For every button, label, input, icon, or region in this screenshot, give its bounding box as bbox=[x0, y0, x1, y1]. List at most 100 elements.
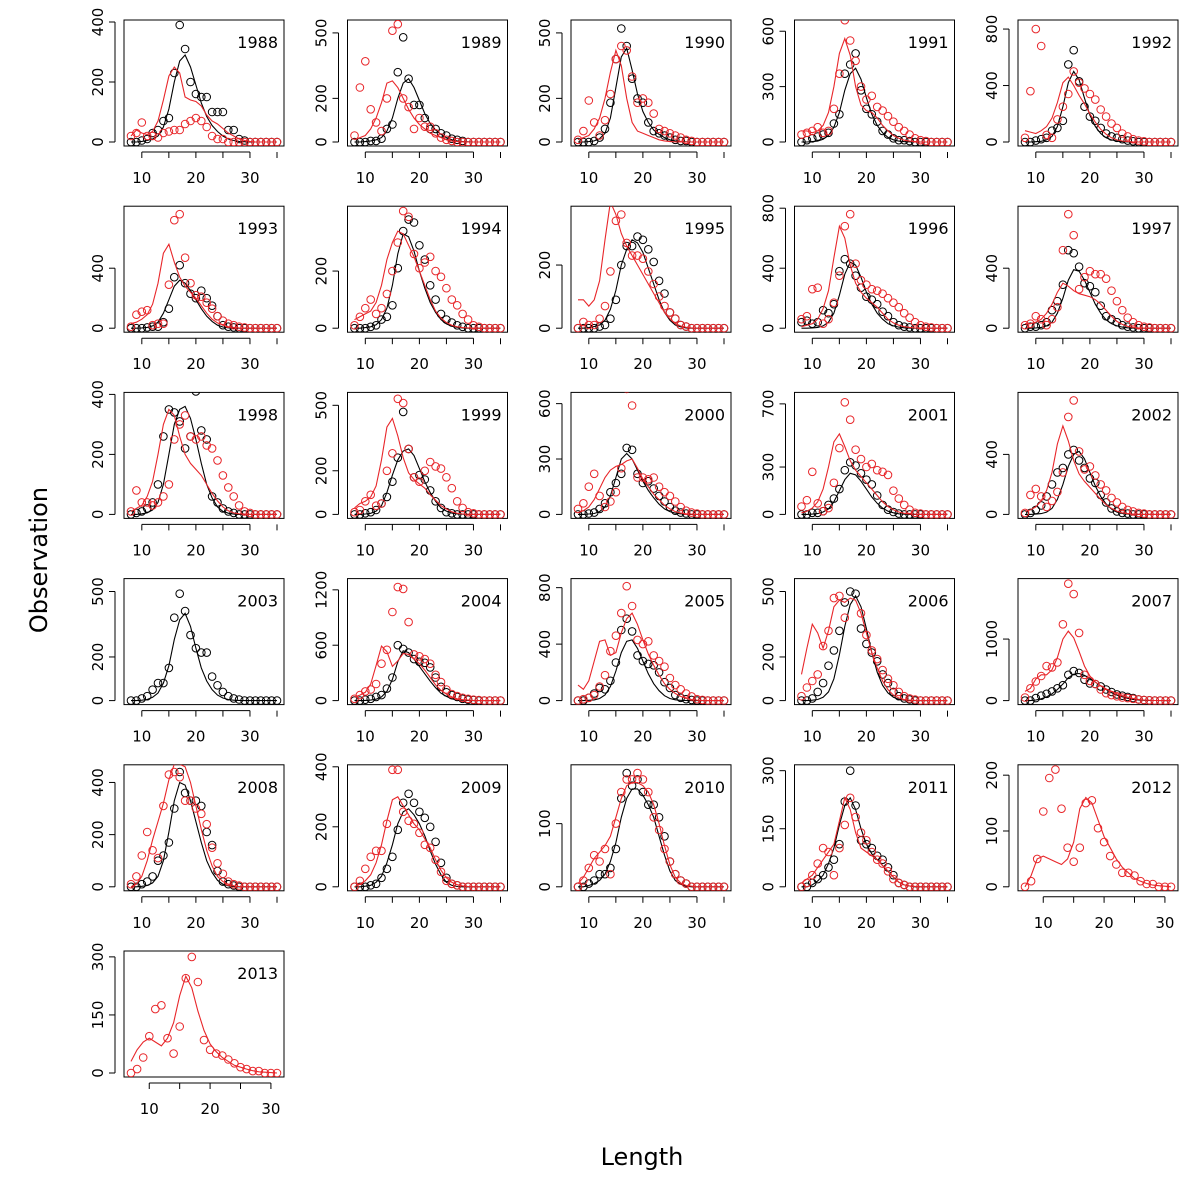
observed-point-red bbox=[388, 266, 397, 276]
y-tick-label: 150 bbox=[760, 814, 778, 843]
observed-point-red bbox=[932, 882, 941, 891]
x-tick-label: 20 bbox=[633, 169, 652, 187]
observed-point-red bbox=[916, 696, 925, 705]
x-tick-label: 20 bbox=[857, 355, 876, 373]
x-tick-label: 20 bbox=[633, 914, 652, 932]
observed-point-red bbox=[687, 882, 696, 891]
observed-point-red bbox=[132, 1064, 142, 1074]
observed-point-black bbox=[142, 134, 152, 144]
observed-point-black bbox=[409, 654, 419, 664]
fitted-line-red bbox=[577, 458, 724, 515]
observed-point-red bbox=[240, 323, 249, 332]
observed-point-red bbox=[240, 137, 249, 146]
observed-point-black bbox=[175, 767, 184, 777]
observed-point-black bbox=[644, 118, 653, 127]
observed-point-red bbox=[1128, 694, 1138, 704]
observed-point-red bbox=[1134, 508, 1143, 518]
observed-point-red bbox=[447, 689, 457, 699]
observed-point-black bbox=[366, 507, 376, 517]
observed-point-red bbox=[256, 323, 266, 333]
observed-point-red bbox=[797, 314, 806, 324]
observed-point-red bbox=[170, 125, 179, 135]
observed-point-red bbox=[829, 593, 839, 603]
observed-point-red bbox=[420, 122, 430, 131]
series-layer bbox=[1020, 579, 1176, 705]
observed-point-black bbox=[245, 696, 255, 705]
observed-point-red bbox=[671, 869, 680, 879]
x-axis: 10 20 30 bbox=[132, 523, 278, 559]
observed-point-black bbox=[452, 135, 462, 145]
observed-point-black bbox=[420, 813, 430, 823]
observed-point-red bbox=[708, 137, 718, 146]
observed-point-red bbox=[649, 651, 659, 660]
observed-point-black bbox=[409, 798, 419, 808]
observed-point-red bbox=[910, 882, 920, 891]
panel-title: 2008 bbox=[237, 778, 278, 797]
observed-point-black bbox=[872, 657, 882, 666]
observed-point-black bbox=[600, 320, 610, 330]
observed-point-black bbox=[889, 507, 898, 517]
observed-point-black bbox=[611, 478, 621, 488]
observed-point-black bbox=[371, 136, 381, 146]
observed-point-red bbox=[584, 482, 594, 492]
observed-point-red bbox=[377, 303, 386, 313]
observed-point-black bbox=[797, 696, 806, 705]
observed-point-red bbox=[1142, 879, 1151, 889]
observed-point-red bbox=[703, 137, 713, 146]
observed-point-red bbox=[676, 502, 686, 512]
observed-point-red bbox=[361, 303, 370, 313]
observed-point-red bbox=[1107, 119, 1116, 128]
observed-point-black bbox=[627, 74, 637, 83]
observed-point-red bbox=[159, 492, 168, 501]
observed-point-red bbox=[404, 816, 413, 826]
observed-point-red bbox=[611, 631, 621, 641]
fitted-line-red bbox=[130, 242, 277, 329]
observed-point-black bbox=[191, 392, 201, 396]
observed-point-red bbox=[1074, 447, 1084, 456]
observed-point-black bbox=[845, 766, 855, 776]
observed-point-red bbox=[132, 486, 141, 495]
observed-point-black bbox=[377, 873, 386, 883]
observed-point-black bbox=[818, 305, 828, 315]
y-tick-label: 150 bbox=[89, 1001, 107, 1030]
observed-point-red bbox=[1139, 322, 1149, 332]
observed-point-red bbox=[350, 131, 359, 140]
observed-point-black bbox=[153, 322, 163, 332]
observed-point-black bbox=[256, 696, 266, 705]
observed-point-red bbox=[409, 473, 419, 482]
observed-point-red bbox=[916, 509, 925, 518]
y-axis: 0 100 bbox=[536, 809, 563, 892]
panel-1988: 1988 10 20 30 0 200 400 bbox=[89, 8, 285, 187]
series-layer bbox=[350, 394, 505, 519]
y-tick-label: 0 bbox=[89, 882, 107, 892]
observed-point-black bbox=[1020, 696, 1030, 705]
observed-point-black bbox=[1074, 262, 1084, 272]
observed-point-black bbox=[159, 678, 168, 688]
observed-point-red bbox=[382, 645, 392, 655]
x-tick-label: 30 bbox=[464, 541, 483, 559]
observed-point-red bbox=[377, 499, 386, 508]
observed-point-black bbox=[606, 487, 615, 497]
y-axis: 0 400 800 bbox=[536, 573, 563, 705]
observed-point-black bbox=[388, 477, 397, 487]
fitted-line-red bbox=[577, 612, 724, 702]
observed-point-red bbox=[638, 775, 648, 784]
observed-point-red bbox=[240, 882, 249, 891]
observed-point-red bbox=[1101, 688, 1111, 698]
observed-point-black bbox=[420, 475, 430, 484]
observed-point-black bbox=[851, 49, 860, 58]
panel-title: 2006 bbox=[908, 592, 949, 611]
observed-point-black bbox=[649, 661, 659, 670]
observed-point-black bbox=[638, 787, 648, 797]
observed-point-red bbox=[927, 137, 936, 146]
x-tick-label: 20 bbox=[410, 728, 429, 746]
observed-point-red bbox=[202, 298, 211, 308]
x-tick-label: 10 bbox=[356, 728, 375, 746]
observed-point-red bbox=[463, 507, 473, 517]
observed-point-red bbox=[469, 509, 478, 518]
observed-point-red bbox=[425, 252, 435, 262]
x-tick-label: 30 bbox=[687, 914, 706, 932]
observed-point-red bbox=[398, 807, 408, 817]
observed-point-red bbox=[409, 249, 419, 259]
